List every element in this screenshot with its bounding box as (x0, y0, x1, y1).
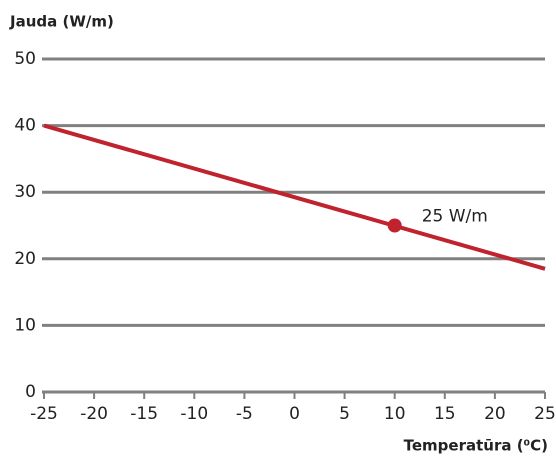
x-tick-label: -20 (80, 404, 108, 424)
y-tick-label: 30 (14, 182, 36, 202)
y-tick-label: 20 (14, 249, 36, 269)
y-tick-label: 10 (14, 315, 36, 335)
x-tick-label: -10 (180, 404, 208, 424)
x-tick-label: 0 (289, 404, 300, 424)
y-tick-label: 0 (25, 382, 36, 402)
annotation-label: 25 W/m (422, 207, 488, 227)
x-tick-label: 5 (339, 404, 350, 424)
x-tick-label: 10 (384, 404, 406, 424)
x-tick-label: -5 (236, 404, 253, 424)
x-tick-label: -25 (30, 404, 58, 424)
y-tick-label: 50 (14, 49, 36, 69)
annotation-point (387, 218, 402, 233)
x-tick-label: 20 (484, 404, 506, 424)
y-axis-label: Jauda (W/m) (9, 13, 114, 31)
x-tick-label: -15 (130, 404, 158, 424)
x-axis-label: Temperatūra (⁰C) (404, 437, 548, 455)
x-tick-label: 25 (534, 404, 556, 424)
y-tick-label: 40 (14, 116, 36, 136)
x-tick-label: 15 (434, 404, 456, 424)
data-line (43, 123, 546, 271)
